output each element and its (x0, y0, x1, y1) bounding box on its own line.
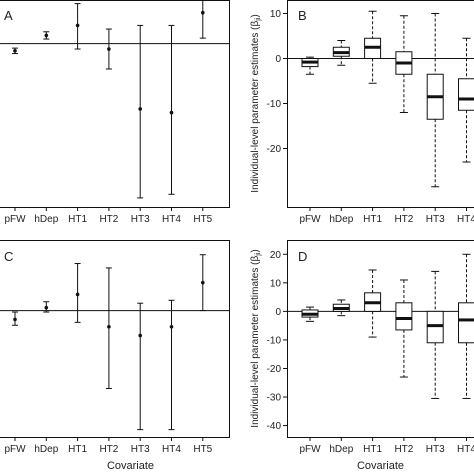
box-ht2 (395, 302, 413, 331)
x-tick-label-ht1: HT1 (68, 214, 87, 225)
y-axis-title-end: ) (250, 249, 261, 252)
x-axis-title: Covariate (107, 460, 154, 472)
y-axis-title: Individual-level parameter estimates (βj… (250, 14, 262, 192)
box-ht4 (458, 78, 474, 111)
point-estimate-ht1 (75, 23, 80, 28)
point-estimate-hdep (44, 33, 49, 38)
y-tick-label: -40 (267, 421, 282, 432)
y-tick-label: 0 (275, 307, 281, 318)
x-tick-label-ht3: HT3 (426, 444, 445, 455)
x-tick-label-ht2: HT2 (99, 444, 118, 455)
y-tick-label: -30 (267, 393, 282, 404)
x-tick-label-hdep: hDep (329, 214, 353, 225)
x-axis-title: Covariate (357, 460, 404, 472)
x-tick-label-ht1: HT1 (68, 444, 87, 455)
plot-frame (0, 0, 230, 208)
x-tick-label-ht3: HT3 (131, 214, 150, 225)
panel-label: A (4, 8, 13, 23)
x-tick-label-pfw: pFW (299, 444, 321, 455)
y-tick-label: 0 (275, 54, 281, 65)
y-axis-title-main: Individual-level parameter estimates (β (250, 21, 261, 193)
plot-frame (287, 0, 474, 208)
point-estimate-ht4 (169, 324, 174, 329)
y-tick-label: -10 (267, 99, 282, 110)
x-tick-label-ht5: HT5 (193, 214, 212, 225)
y-tick-label: -20 (267, 144, 282, 155)
x-tick-label-ht1: HT1 (363, 444, 382, 455)
y-axis-title-subscript: ji (255, 17, 262, 22)
x-tick-label-hdep: hDep (329, 444, 353, 455)
x-tick-label-pfw: pFW (4, 444, 26, 455)
panel-label: B (298, 8, 307, 23)
point-estimate-ht3 (138, 107, 142, 111)
point-estimate-ht4 (169, 110, 174, 115)
box-ht4 (458, 302, 474, 344)
point-estimate-ht5 (201, 280, 205, 285)
panel-label: C (4, 249, 13, 264)
x-tick-label-ht3: HT3 (131, 444, 150, 455)
plot-frame (287, 240, 474, 438)
x-tick-label-ht4: HT4 (162, 444, 181, 455)
x-tick-label-ht4: HT4 (162, 214, 181, 225)
x-tick-label-pfw: pFW (299, 214, 321, 225)
plot-frame (0, 240, 230, 438)
y-axis-title-subscript: ji (255, 252, 262, 257)
x-tick-label-ht3: HT3 (426, 214, 445, 225)
panel-label: D (298, 249, 307, 264)
x-tick-label-ht2: HT2 (394, 214, 413, 225)
point-estimate-pfw (13, 49, 17, 53)
point-estimate-ht5 (201, 10, 205, 15)
y-tick-label: 10 (270, 278, 282, 289)
x-tick-label-ht2: HT2 (394, 444, 413, 455)
x-tick-label-hdep: hDep (34, 214, 58, 225)
y-tick-label: -20 (267, 364, 282, 375)
x-tick-label-hdep: hDep (34, 444, 58, 455)
point-estimate-ht3 (138, 333, 142, 338)
x-tick-label-ht2: HT2 (99, 214, 118, 225)
point-estimate-ht2 (107, 47, 111, 51)
point-estimate-pfw (13, 317, 17, 322)
x-tick-label-ht5: HT5 (193, 444, 212, 455)
x-tick-label-ht4: HT4 (457, 214, 474, 225)
point-estimate-ht1 (75, 292, 80, 297)
y-tick-label: 10 (270, 9, 282, 20)
point-estimate-hdep (44, 305, 49, 310)
y-tick-label: -10 (267, 335, 282, 346)
x-tick-label-pfw: pFW (4, 214, 26, 225)
x-tick-label-ht1: HT1 (363, 214, 382, 225)
y-axis-title: Individual-level parameter estimates (βj… (250, 249, 262, 427)
y-axis-title-end: ) (250, 14, 261, 17)
y-tick-label: 20 (270, 250, 282, 261)
y-axis-title-main: Individual-level parameter estimates (β (250, 256, 261, 428)
point-estimate-ht2 (107, 324, 111, 329)
x-tick-label-ht4: HT4 (457, 444, 474, 455)
